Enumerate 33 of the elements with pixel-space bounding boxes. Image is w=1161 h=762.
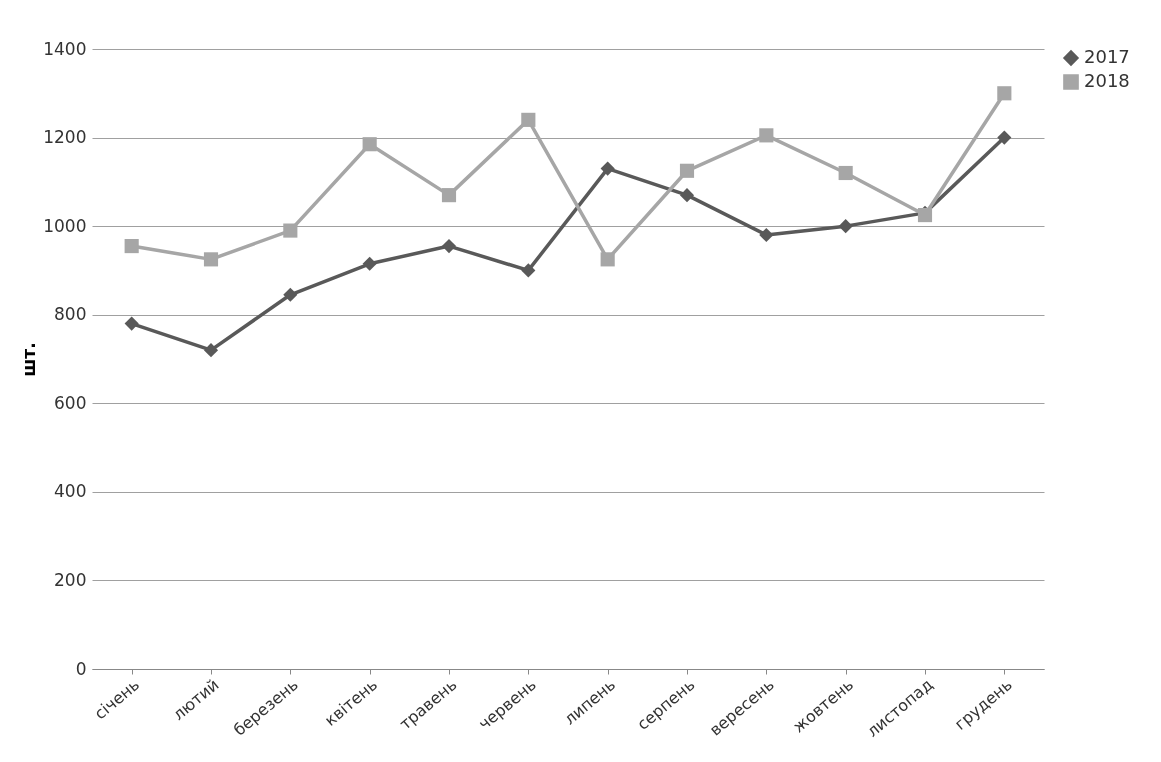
- y-tick-label: 400: [54, 481, 87, 502]
- point: [203, 252, 219, 267]
- point: [600, 161, 615, 176]
- point: [759, 128, 774, 143]
- point: [441, 188, 457, 203]
- point: [838, 165, 853, 181]
- point: [203, 343, 219, 358]
- point: [838, 219, 853, 234]
- point: [679, 188, 695, 203]
- point: [997, 130, 1012, 145]
- point: [997, 86, 1012, 101]
- y-tick-label: 1400: [43, 38, 87, 59]
- point: [600, 252, 615, 267]
- y-tick-label: 800: [54, 304, 87, 325]
- point: [124, 239, 139, 254]
- y-axis-title: шт.: [19, 342, 40, 377]
- point: [362, 137, 377, 152]
- point: [124, 316, 139, 331]
- point: [759, 227, 774, 243]
- legend-label: 2017: [1084, 46, 1130, 67]
- point: [521, 263, 536, 278]
- point: [679, 163, 695, 178]
- point: [441, 239, 457, 254]
- y-tick-label: 600: [54, 392, 87, 413]
- point: [283, 287, 298, 302]
- y-tick-label: 200: [54, 569, 87, 590]
- point: [521, 112, 536, 127]
- point: [283, 223, 298, 238]
- point: [362, 256, 377, 271]
- y-tick-label: 1200: [43, 127, 87, 148]
- legend-label: 2018: [1084, 70, 1130, 91]
- y-tick-label: 1000: [43, 215, 87, 236]
- y-tick-label: 0: [75, 658, 87, 679]
